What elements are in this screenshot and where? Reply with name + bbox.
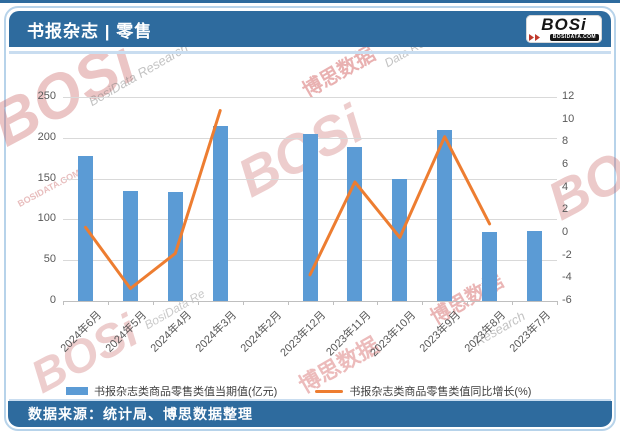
x-axis-tick	[512, 301, 514, 305]
data-source-text: 数据来源：统计局、博思数据整理	[28, 406, 253, 422]
x-axis-tick	[422, 301, 424, 305]
y-axis-left-tick-label: 100	[37, 212, 56, 225]
bar	[437, 129, 453, 301]
x-axis-label: 2023年11月	[324, 309, 374, 359]
x-axis-tick	[107, 301, 109, 305]
header-separator-line	[9, 51, 611, 54]
y-axis-left-tick-label: 200	[37, 130, 56, 143]
bosi-logo-text: BOSi	[541, 15, 587, 34]
y-axis-right-tick-label: 2	[562, 203, 569, 216]
y-axis-left-tick-label: 250	[37, 90, 56, 102]
bar	[482, 231, 498, 301]
page-title: 书报杂志 | 零售	[27, 21, 153, 41]
x-axis-label: 2024年5月	[103, 309, 150, 355]
x-axis-label: 2023年9月	[417, 309, 464, 355]
footer-separator-line	[9, 399, 611, 401]
line-series-label: 书报杂志类商品零售类值同比增长(%)	[349, 386, 532, 398]
legend-item-line-series: 书报杂志类商品零售类值同比增长(%)	[315, 383, 531, 399]
y-axis-left-tick-label: 0	[49, 294, 56, 306]
y-axis-right-tick-label: -2	[562, 248, 572, 261]
y-axis-left-tick-label: 50	[43, 253, 56, 266]
gridline	[63, 301, 557, 302]
legend-item-bar-series: 书报杂志类商品零售类值当期值(亿元)	[66, 383, 277, 399]
bar-series-swatch	[66, 387, 88, 395]
y-axis-right-tick-label: 0	[562, 226, 569, 238]
x-axis-tick	[332, 301, 334, 305]
bar	[302, 133, 318, 301]
y-axis-right-tick-label: -4	[562, 271, 572, 284]
bar	[527, 230, 542, 301]
x-axis-label: 2023年7月	[507, 309, 554, 355]
y-axis-left-tick-label: 150	[37, 171, 56, 184]
bosi-logo-domain: BOSIDATA.COM	[549, 34, 599, 41]
header-bar: 书报杂志 | 零售 BOSi BOSIDATA.COM	[9, 11, 611, 47]
x-axis-label: 2023年12月	[278, 309, 329, 360]
y-axis-right-tick-label: 10	[562, 112, 575, 125]
x-axis-label: 2023年8月	[462, 309, 509, 355]
x-axis-tick	[467, 301, 469, 305]
footer-bar: 数据来源：统计局、博思数据整理	[8, 401, 612, 427]
y-axis-right-tick-label: 8	[562, 135, 569, 148]
y-axis-right-tick-label: 12	[562, 90, 575, 102]
chart-legend: 书报杂志类商品零售类值当期值(亿元) 书报杂志类商品零售类值同比增长(%)	[66, 383, 531, 399]
x-axis-tick	[557, 301, 558, 305]
bar	[212, 125, 228, 301]
y-axis-right-tick-label: 6	[562, 158, 569, 170]
page-top-strip	[0, 0, 620, 3]
x-axis-tick	[63, 301, 64, 305]
x-axis-label: 2023年10月	[368, 309, 419, 360]
bosi-logo: BOSi BOSIDATA.COM	[526, 15, 602, 43]
bar	[122, 190, 138, 301]
x-axis-tick	[152, 301, 154, 305]
logo-chevrons-icon	[529, 34, 540, 41]
x-axis-tick	[242, 301, 244, 305]
gridline	[63, 97, 557, 98]
y-axis-right-tick-label: -6	[562, 294, 572, 306]
bar-series-label: 书报杂志类商品零售类值当期值(亿元)	[94, 386, 278, 398]
line-series-swatch	[315, 389, 344, 393]
x-axis-tick	[197, 301, 199, 305]
y-axis-right-tick-label: 4	[562, 180, 569, 193]
bar	[78, 155, 93, 301]
x-axis-label: 2024年3月	[193, 309, 239, 355]
x-axis-label: 2024年4月	[148, 309, 194, 355]
x-axis-label: 2024年6月	[58, 309, 105, 355]
bar	[347, 146, 363, 301]
x-axis-tick	[377, 301, 379, 305]
x-axis-tick	[287, 301, 289, 305]
bar	[167, 191, 183, 301]
bar	[392, 178, 408, 301]
